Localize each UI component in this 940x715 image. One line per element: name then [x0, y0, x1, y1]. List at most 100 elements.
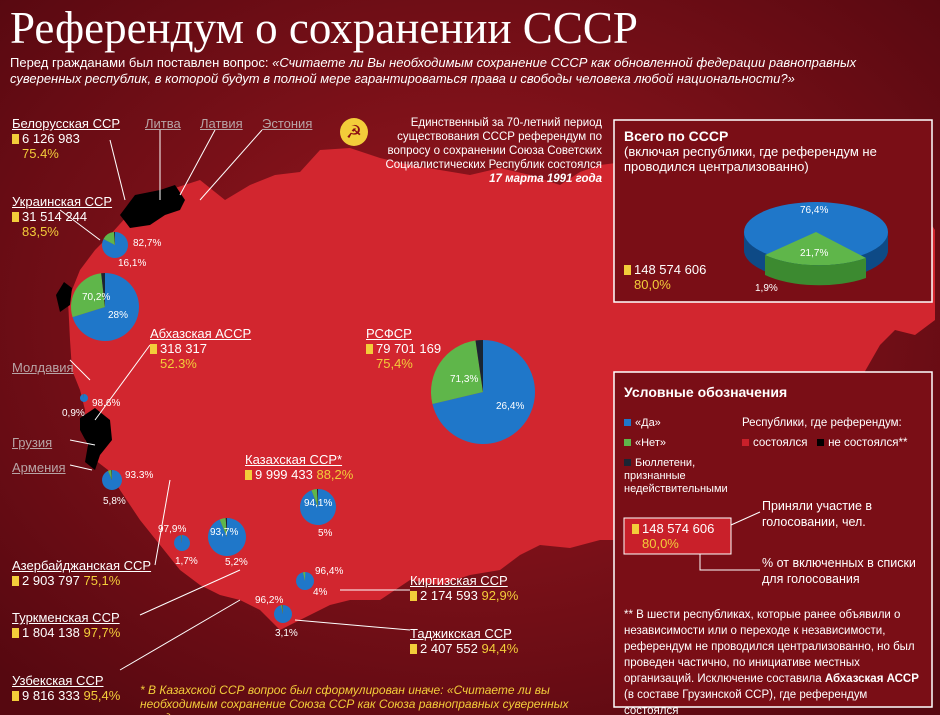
rsfsr-pie-yes — [432, 340, 535, 445]
voter-icon — [366, 344, 373, 354]
legend-sample-voters: 148 574 606 — [642, 521, 715, 536]
legend-sample-box — [623, 517, 732, 555]
azerbaijan-yes-label: 93.3% — [125, 470, 154, 481]
voter-icon — [12, 134, 19, 144]
soviet-note: Единственный за 70-летний период существ… — [385, 117, 602, 185]
belarus-label-block: Белорусская ССР 6 126 983 75.4% — [12, 116, 120, 161]
kazakh-pie-yes — [300, 489, 337, 525]
kazakh-name: Казахская ССР* — [245, 452, 343, 467]
uzbek-pie-yes — [208, 518, 247, 556]
kazakh-label-block: Казахская ССР* 9 999 433 88,2% — [245, 452, 353, 482]
legend-pie-keys: «Да» «Нет» Бюллетени, признанные недейст… — [624, 413, 754, 496]
abkhazia-yes-label: 98,6% — [92, 398, 121, 409]
rsfsr-name: РСФСР — [366, 326, 412, 341]
legend-footnote: ** В шести республиках, которые ранее об… — [624, 609, 919, 715]
azerbaijan-name: Азербайджанская ССР — [12, 558, 152, 573]
kazakh-pct: 88,2% — [316, 467, 354, 482]
total-invalid-label: 1,9% — [755, 283, 778, 294]
legend-invalid: Бюллетени, признанные недействительными — [624, 457, 728, 495]
belarus-pie-no — [103, 232, 115, 245]
uzbek-no-label: 5,2% — [225, 557, 248, 568]
abkhazia-pie-yes — [80, 394, 89, 403]
tajik-pct: 94,4% — [481, 641, 519, 656]
belarus-pie-invalid — [114, 232, 115, 245]
rsfsr-pie-no — [431, 340, 483, 404]
kyrgyz-pie-yes — [295, 572, 314, 590]
rsfsr-yes-label: 71,3% — [450, 374, 479, 385]
belarus-pct: 75.4% — [22, 146, 59, 161]
ukraine-yes-label: 70,2% — [82, 292, 111, 303]
kyrgyz-label-block: Киргизская ССР 2 174 593 92,9% — [410, 573, 518, 603]
ukraine-pie-yes — [72, 273, 139, 341]
tajik-label-block: Таджикская ССР 2 407 552 94,4% — [410, 626, 518, 656]
legend-not-held: не состоялся** — [817, 437, 907, 449]
abkhazia-voters: 318 317 — [160, 341, 207, 356]
azerbaijan-label-block: Азербайджанская ССР 2 903 797 75,1% — [12, 558, 151, 588]
total-voters: 148 574 606 — [634, 262, 707, 277]
kazakh-yes-label: 94,1% — [304, 498, 333, 509]
legend-yes: «Да» — [624, 413, 754, 433]
kyrgyz-yes-label: 96,4% — [315, 566, 344, 577]
tajik-pie-yes — [273, 605, 292, 623]
turkmen-pie-no — [180, 535, 182, 543]
legend-took-part: Приняли участие в голосовании, чел. — [762, 499, 873, 529]
total-pie-no — [765, 232, 866, 266]
hammer-sickle-icon: ☭ — [340, 118, 368, 146]
voter-icon — [410, 591, 417, 601]
ukraine-label-block: Украинская ССР 31 514 244 83,5% — [12, 194, 112, 239]
voter-icon — [245, 470, 252, 480]
total-no-label: 21,7% — [800, 248, 829, 259]
total-numbers: 148 574 606 80,0% — [624, 262, 706, 292]
belarus-voters: 6 126 983 — [22, 131, 80, 146]
rsfsr-pct: 75,4% — [376, 356, 413, 371]
uzbek-pie-no — [219, 518, 227, 537]
legend-pct-of-included: % от включенных в списки для голосования — [762, 556, 916, 586]
ukraine-name: Украинская ССР — [12, 194, 113, 209]
kyrgyz-pie-no — [302, 572, 306, 581]
total-yes-label: 76,4% — [800, 205, 829, 216]
voter-icon — [624, 265, 631, 275]
kazakh-footnote: * В Казахской ССР вопрос был сформулиров… — [140, 683, 569, 715]
total-subtitle: (включая республики, где референдум не п… — [624, 144, 877, 174]
rsfsr-label-block: РСФСР 79 701 169 75,4% — [366, 326, 441, 371]
legend-republics-title: Республики, где референдум: — [742, 417, 902, 429]
voter-icon — [12, 212, 19, 222]
legend-sample-pct: 80,0% — [642, 536, 679, 551]
tajik-yes-label: 96,2% — [255, 595, 284, 606]
total-3d-pie — [744, 202, 888, 286]
turkmen-voters: 1 804 138 — [22, 625, 80, 640]
turkmen-no-label: 1,7% — [175, 556, 198, 567]
voter-icon — [410, 644, 417, 654]
voter-icon — [632, 524, 639, 534]
rsfsr-voters: 79 701 169 — [376, 341, 442, 356]
turkmen-yes-label: 97,9% — [158, 524, 187, 535]
rsfsr-pie-invalid — [475, 340, 483, 392]
belarus-yes-label: 82,7% — [133, 238, 162, 249]
legend-republics: Республики, где референдум: состоялся не… — [742, 413, 907, 453]
voter-icon — [12, 691, 19, 701]
total-panel-text: Всего по СССР (включая республики, где р… — [624, 128, 924, 174]
lithuania-label: Литва — [145, 116, 181, 131]
belarus-no-label: 16,1% — [118, 258, 147, 269]
ukraine-pie-no — [71, 273, 105, 318]
legend-held: состоялся — [742, 437, 807, 449]
abkhazia-no-label: 0,9% — [62, 408, 85, 419]
kyrgyz-no-label: 4% — [313, 587, 328, 598]
voter-icon — [12, 628, 19, 638]
azerbaijan-pct: 75,1% — [83, 573, 121, 588]
moldova-label: Молдавия — [12, 360, 74, 375]
total-pct: 80,0% — [634, 277, 671, 292]
moldova-not-held-shape — [56, 282, 72, 312]
kazakh-voters: 9 999 433 — [255, 467, 313, 482]
legend-sample: 148 574 606 80,0% — [632, 521, 714, 551]
georgia-label: Грузия — [12, 435, 53, 450]
kyrgyz-name: Киргизская ССР — [410, 573, 508, 588]
belarus-pie-yes — [101, 232, 128, 259]
abkhazia-label-block: Абхазская АССР 318 317 52.3% — [150, 326, 251, 371]
latvia-label: Латвия — [200, 116, 243, 131]
total-title: Всего по СССР — [624, 128, 729, 144]
abkhazia-name: Абхазская АССР — [150, 326, 252, 341]
intro-question: Перед гражданами был поставлен вопрос: «… — [10, 55, 857, 86]
ukraine-no-label: 28% — [108, 310, 129, 321]
